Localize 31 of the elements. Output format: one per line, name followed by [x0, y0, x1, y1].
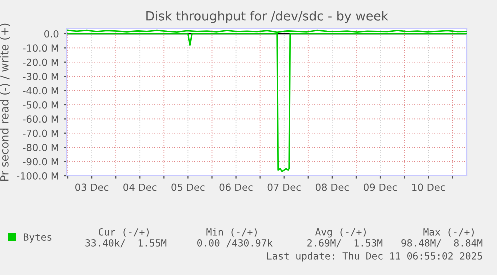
y-tick-label: -60.0 M: [23, 116, 58, 124]
y-tick-label: -40.0 M: [23, 87, 58, 95]
x-tick-label: 07 Dec: [268, 184, 301, 192]
text: Last update: Thu Dec 11 06:55:02 2025: [267, 252, 482, 262]
x-tick-label: 06 Dec: [220, 184, 253, 192]
y-tick-label: -100.0 M: [17, 172, 58, 180]
y-tick-label: -80.0 M: [23, 144, 58, 152]
text: Avg (-/+): [316, 228, 366, 238]
y-tick-label: -90.0 M: [23, 158, 58, 166]
text: 0.00 /430.97k: [198, 239, 273, 248]
text: Min (-/+): [206, 228, 257, 237]
x-tick-label: 03 Dec: [76, 184, 109, 192]
y-tick-label: -10.0 M: [23, 44, 58, 52]
x-tick-label: 10 Dec: [412, 184, 446, 192]
y-tick-label: 0.0: [44, 30, 59, 38]
y-axis-title: Pr second read (-) / write (+): [0, 24, 10, 182]
text: 98.48M/ 8.84M: [402, 239, 483, 248]
x-tick-label: 08 Dec: [316, 184, 349, 192]
y-tick-label: -50.0 M: [23, 101, 58, 109]
x-tick-label: 05 Dec: [172, 184, 205, 192]
text: 33.40k/ 1.55M: [86, 239, 167, 248]
chart-title: Disk throughput for /dev/sdc - by week: [146, 11, 389, 24]
y-tick-label: -70.0 M: [23, 130, 58, 138]
y-tick-label: -20.0 M: [23, 58, 58, 66]
x-tick-label: 09 Dec: [364, 184, 398, 192]
text: Cur (-/+): [98, 228, 149, 237]
legend-label: Bytes: [24, 234, 52, 243]
x-tick-label: 04 Dec: [124, 184, 157, 192]
y-tick-label: -30.0 M: [23, 73, 58, 80]
text: Max (-/+): [424, 228, 474, 237]
text: 2.69M/ 1.53M: [308, 239, 383, 248]
